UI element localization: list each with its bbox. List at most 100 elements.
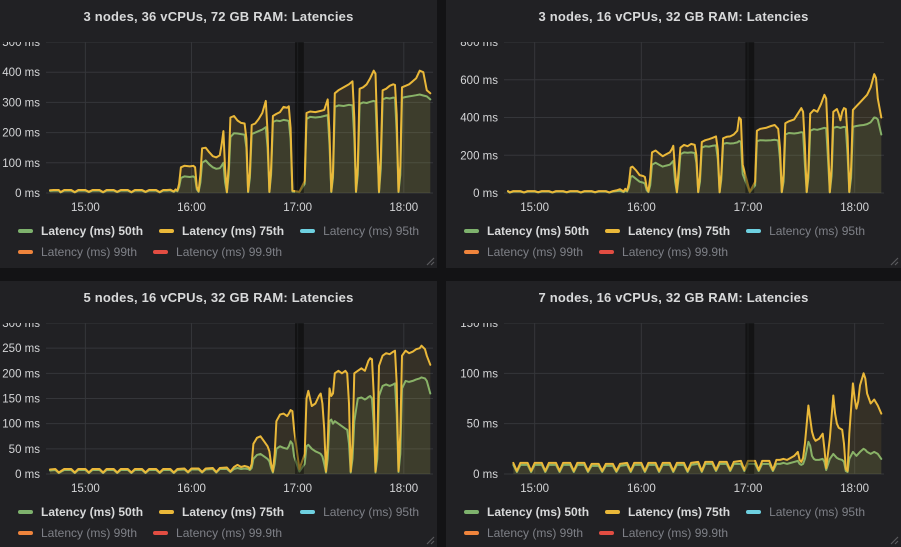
legend-item-label: Latency (ms) 95th: [323, 505, 420, 519]
legend-item[interactable]: Latency (ms) 95th: [300, 502, 419, 522]
legend-item[interactable]: Latency (ms) 75th: [159, 221, 284, 241]
series-color-dash-icon: [464, 531, 479, 535]
y-tick-label: 150 ms: [2, 394, 40, 406]
y-tick-label: 250 ms: [2, 343, 40, 355]
y-tick-label: 300 ms: [2, 97, 40, 109]
legend-item[interactable]: Latency (ms) 50th: [464, 221, 589, 241]
series-color-dash-icon: [746, 229, 762, 233]
y-tick-label: 100 ms: [2, 419, 40, 431]
x-tick-label: 15:00: [71, 483, 100, 495]
legend-item[interactable]: Latency (ms) 99th: [464, 523, 583, 543]
y-tick-label: 200 ms: [2, 368, 40, 380]
time-region-annotation: [745, 42, 755, 193]
y-tick-label: 600 ms: [460, 75, 498, 87]
legend-item[interactable]: Latency (ms) 99.9th: [599, 242, 728, 262]
plot-area[interactable]: 0 ms 50 ms 100 ms 150 ms 200 ms 250 ms 300 ms 1…: [0, 323, 437, 501]
panel-title[interactable]: 5 nodes, 16 vCPUs, 32 GB RAM: Latencies: [83, 290, 354, 305]
series-color-dash-icon: [18, 531, 33, 535]
y-tick-label: 800 ms: [460, 42, 498, 49]
legend-item[interactable]: Latency (ms) 99.9th: [153, 242, 282, 262]
y-tick-label: 500 ms: [2, 42, 40, 49]
panel-resize-handle[interactable]: [890, 257, 899, 266]
legend-item-label: Latency (ms) 50th: [41, 224, 144, 238]
y-tick-label: 400 ms: [460, 113, 498, 125]
legend-item[interactable]: Latency (ms) 99th: [18, 242, 137, 262]
legend-item[interactable]: Latency (ms) 75th: [605, 502, 730, 522]
legend-item[interactable]: Latency (ms) 99th: [464, 242, 583, 262]
panel-resize-handle[interactable]: [890, 536, 899, 545]
legend-item[interactable]: Latency (ms) 99.9th: [153, 523, 282, 543]
panel-resize-handle[interactable]: [426, 257, 435, 266]
series-fill-p75: [50, 70, 431, 193]
time-region-annotation: [295, 323, 304, 474]
legend: Latency (ms) 50th Latency (ms) 75th Latenc…: [464, 502, 895, 543]
legend-item[interactable]: Latency (ms) 75th: [159, 502, 284, 522]
x-tick-label: 15:00: [71, 202, 100, 214]
legend-item-label: Latency (ms) 99th: [41, 526, 138, 540]
legend-item-label: Latency (ms) 50th: [487, 224, 590, 238]
legend-item-label: Latency (ms) 75th: [182, 224, 285, 238]
series-color-dash-icon: [464, 229, 479, 233]
y-tick-label: 300 ms: [2, 323, 40, 330]
x-tick-label: 15:00: [520, 483, 549, 495]
series-color-dash-icon: [159, 510, 175, 514]
y-tick-label: 0 ms: [15, 469, 40, 481]
legend-item-label: Latency (ms) 50th: [41, 505, 144, 519]
plot-area[interactable]: 0 ms 200 ms 400 ms 600 ms 800 ms 15:00 16:00 17…: [446, 42, 894, 220]
legend-item-label: Latency (ms) 99th: [487, 526, 584, 540]
y-tick-label: 150 ms: [460, 323, 498, 330]
series-color-dash-icon: [300, 510, 316, 514]
legend-item-label: Latency (ms) 95th: [769, 505, 866, 519]
plot-area[interactable]: 0 ms 50 ms 100 ms 150 ms 15:00 16:00 17:00 18:0…: [446, 323, 894, 501]
legend-item-label: Latency (ms) 99.9th: [176, 245, 283, 259]
legend-item-label: Latency (ms) 99.9th: [622, 526, 729, 540]
x-tick-label: 16:00: [177, 483, 206, 495]
legend: Latency (ms) 50th Latency (ms) 75th Latenc…: [18, 221, 431, 262]
legend-item[interactable]: Latency (ms) 50th: [464, 502, 589, 522]
legend: Latency (ms) 50th Latency (ms) 75th Latenc…: [18, 502, 431, 543]
legend-item-label: Latency (ms) 50th: [487, 505, 590, 519]
legend-item[interactable]: Latency (ms) 50th: [18, 221, 143, 241]
series-line-p75: [507, 73, 883, 194]
y-tick-label: 200 ms: [2, 128, 40, 140]
series-line-p75: [49, 344, 432, 474]
x-tick-label: 17:00: [734, 483, 763, 495]
series-color-dash-icon: [464, 510, 479, 514]
series-color-dash-icon: [18, 510, 33, 514]
panel-resize-handle[interactable]: [426, 536, 435, 545]
legend-item[interactable]: Latency (ms) 99.9th: [599, 523, 728, 543]
legend: Latency (ms) 50th Latency (ms) 75th Latenc…: [464, 221, 895, 262]
series-color-dash-icon: [18, 229, 33, 233]
legend-item[interactable]: Latency (ms) 95th: [746, 221, 865, 241]
y-tick-label: 100 ms: [460, 368, 498, 380]
panel-3-nodes-16-vcpus: 3 nodes, 16 vCPUs, 32 GB RAM: Latencies …: [446, 0, 901, 268]
series-line-p75: [49, 69, 432, 194]
series-color-dash-icon: [153, 250, 169, 254]
series-color-dash-icon: [746, 510, 762, 514]
legend-item-label: Latency (ms) 75th: [182, 505, 285, 519]
legend-item[interactable]: Latency (ms) 95th: [746, 502, 865, 522]
series-fill-p75: [508, 74, 882, 193]
series-fill-p50: [513, 441, 882, 474]
legend-item-label: Latency (ms) 99th: [487, 245, 584, 259]
time-region-annotation: [745, 323, 755, 474]
legend-item[interactable]: Latency (ms) 75th: [605, 221, 730, 241]
x-tick-label: 17:00: [283, 483, 312, 495]
x-tick-label: 18:00: [840, 202, 869, 214]
panel-7-nodes-16-vcpus: 7 nodes, 16 vCPUs, 32 GB RAM: Latencies …: [446, 281, 901, 547]
legend-item[interactable]: Latency (ms) 95th: [300, 221, 419, 241]
panel-3-nodes-36-vcpus: 3 nodes, 36 vCPUs, 72 GB RAM: Latencies …: [0, 0, 437, 268]
panel-title[interactable]: 7 nodes, 16 vCPUs, 32 GB RAM: Latencies: [538, 290, 809, 305]
legend-item-label: Latency (ms) 95th: [769, 224, 866, 238]
legend-item[interactable]: Latency (ms) 50th: [18, 502, 143, 522]
x-tick-label: 16:00: [627, 202, 656, 214]
series-color-dash-icon: [464, 250, 479, 254]
x-tick-label: 17:00: [734, 202, 763, 214]
x-tick-label: 18:00: [389, 202, 418, 214]
plot-area[interactable]: 0 ms 100 ms 200 ms 300 ms 400 ms 500 ms 15:00 1…: [0, 42, 437, 220]
legend-item[interactable]: Latency (ms) 99th: [18, 523, 137, 543]
panel-5-nodes-16-vcpus: 5 nodes, 16 vCPUs, 32 GB RAM: Latencies …: [0, 281, 437, 547]
panel-title[interactable]: 3 nodes, 36 vCPUs, 72 GB RAM: Latencies: [83, 9, 354, 24]
panel-title[interactable]: 3 nodes, 16 vCPUs, 32 GB RAM: Latencies: [538, 9, 809, 24]
series-line-p75: [512, 372, 883, 472]
